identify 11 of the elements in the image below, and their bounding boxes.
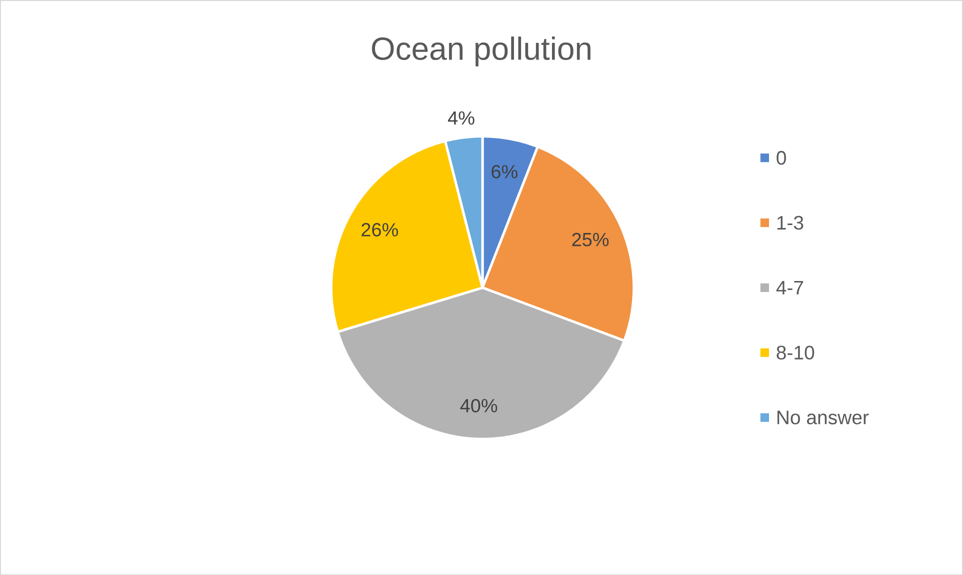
data-label: 40% bbox=[460, 398, 498, 412]
chart-title: Ocean pollution bbox=[372, 36, 590, 66]
legend-label: 0 bbox=[776, 150, 786, 165]
data-label: 26% bbox=[362, 222, 398, 236]
data-label: 4% bbox=[448, 111, 474, 124]
data-label: 25% bbox=[572, 232, 609, 246]
legend-label: 1-3 bbox=[777, 216, 804, 230]
legend-label: 4-7 bbox=[776, 280, 804, 294]
legend-label: No answer bbox=[777, 410, 869, 424]
legend-label: 8-10 bbox=[776, 346, 814, 360]
data-label: 6% bbox=[492, 164, 518, 178]
